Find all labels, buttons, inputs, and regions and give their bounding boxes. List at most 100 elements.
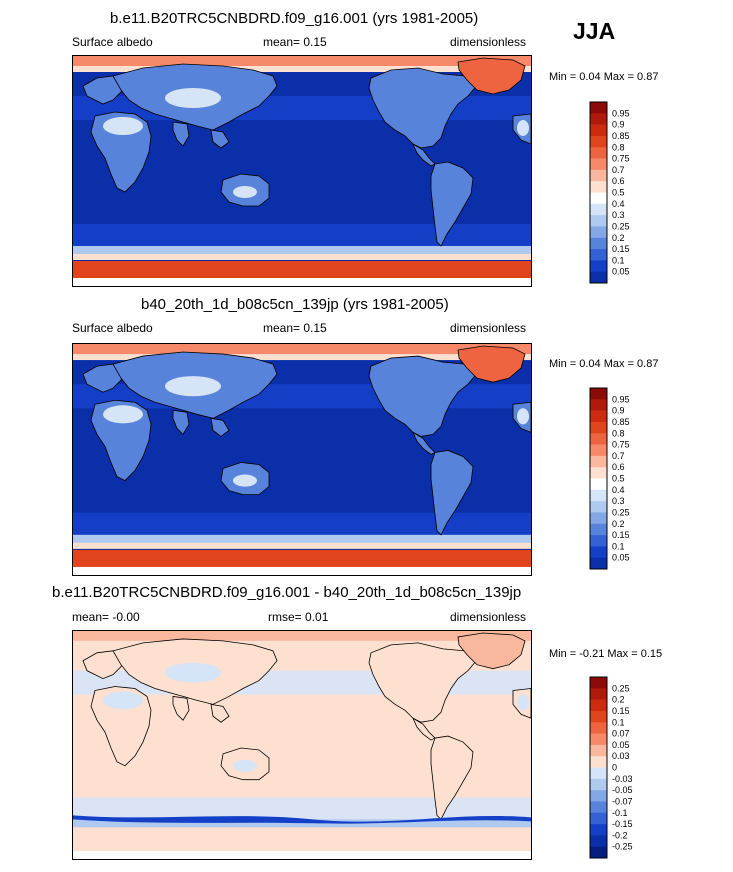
colorbar-swatch [590, 271, 607, 284]
arctic-band [73, 56, 531, 66]
colorbar-swatch [590, 478, 607, 491]
colorbar-swatch [590, 249, 607, 261]
colorbar-swatch [590, 546, 607, 558]
colorbar-swatch [590, 124, 607, 137]
land-europe [82, 650, 126, 680]
colorbar-swatch [590, 113, 607, 125]
colorbar-tick-label: 0.6 [612, 462, 625, 472]
season-label: JJA [573, 18, 616, 44]
colorbar-swatch [590, 535, 607, 547]
central-asia-patch [165, 662, 221, 683]
minmax-label: Min = 0.04 Max = 0.87 [549, 358, 659, 370]
colorbar-tick-label: 0.25 [612, 683, 630, 693]
seaice-fringe [73, 246, 531, 256]
arctic-fringe [73, 66, 531, 72]
colorbar-swatch [590, 192, 607, 205]
colorbar-swatch [590, 778, 607, 791]
map-layer [73, 344, 531, 575]
central-asia-patch [165, 88, 221, 108]
polar-void [73, 851, 531, 859]
colorbar-swatch [590, 756, 607, 768]
colorbar-swatch [590, 512, 607, 525]
colorbar-swatch [590, 677, 607, 689]
ocean-midlat-south [73, 512, 531, 537]
colorbar-frame [589, 387, 608, 570]
colorbar-tick-label: -0.15 [612, 819, 633, 829]
colorbar-swatch [590, 444, 607, 457]
colorbar-tick-label: 0.07 [612, 729, 630, 739]
central-asia-patch [165, 376, 221, 397]
colorbar-swatch [590, 399, 607, 411]
arabia-patch [517, 408, 529, 425]
land-seasia [210, 417, 230, 437]
land-southamerica [430, 161, 474, 247]
colorbar-swatch [590, 501, 607, 513]
colorbar-3: 0.25 0.2 0.15 0.1 0.07 0.05 0.03 0 -0.03 -0.05 -0.… [589, 676, 669, 860]
colorbar-tick-label: 0.7 [612, 165, 625, 175]
colorbar-frame [589, 676, 608, 859]
seaice-fringe-light [73, 254, 531, 260]
colorbar-tick-label: 0.5 [612, 188, 625, 198]
land-india [172, 409, 190, 436]
greenland [457, 345, 526, 383]
colorbar-tick-label: 0.4 [612, 199, 625, 209]
colorbar-frame [589, 101, 608, 284]
australia-patch [233, 186, 257, 198]
colorbar-tick-label: 0.15 [612, 706, 630, 716]
colorbar-swatch [590, 237, 607, 250]
minmax-label: Min = -0.21 Max = 0.15 [549, 648, 663, 660]
units-label: dimensionless [450, 321, 527, 335]
units-label: dimensionless [450, 610, 527, 624]
colorbar-tick-label: 0 [612, 763, 617, 773]
rmse-label: rmse= 0.01 [268, 610, 329, 624]
colorbar-swatch [590, 467, 607, 479]
southern-ocean-streak [73, 815, 531, 824]
seaice-fringe [73, 819, 531, 830]
colorbar-tick-label: 0.05 [612, 740, 630, 750]
arctic-band [73, 631, 531, 641]
arctic-band [73, 344, 531, 355]
colorbar-swatch [590, 557, 607, 570]
colorbar-swatch [590, 226, 607, 239]
polar-void [73, 278, 531, 286]
arctic-fringe [73, 640, 531, 647]
colorbar-tick-label: 0.05 [612, 267, 630, 277]
land-india [172, 695, 190, 721]
map-3 [72, 630, 532, 860]
colorbar-swatch [590, 433, 607, 445]
colorbar-tick-label: 0.25 [612, 507, 630, 517]
colorbar-swatch [590, 733, 607, 746]
colorbar-tick-label: 0.4 [612, 485, 625, 495]
australia-patch [233, 474, 257, 487]
colorbar-swatch [590, 790, 607, 802]
colorbar-tick-label: 0.6 [612, 176, 625, 186]
colorbar-swatch [590, 801, 607, 814]
seaice-fringe-light [73, 827, 531, 834]
colorbar-1: 0.95 0.9 0.85 0.8 0.75 0.7 0.6 0.5 0.4 0.3 0.25 0.2… [589, 101, 669, 285]
mean-label: mean= 0.15 [263, 35, 327, 49]
colorbar-tick-label: 0.75 [612, 154, 630, 164]
ocean-midlat-south [73, 797, 531, 822]
arabia-patch [517, 120, 529, 136]
minmax-label: Min = 0.04 Max = 0.87 [549, 71, 659, 83]
arabia-patch [517, 694, 529, 711]
colorbar-tick-label: 0.15 [612, 530, 630, 540]
colorbar-tick-label: 0.9 [612, 406, 625, 416]
colorbar-swatch [590, 455, 607, 468]
colorbar-swatch [590, 158, 607, 171]
colorbar-tick-label: 0.3 [612, 496, 625, 506]
seaice-fringe [73, 534, 531, 545]
colorbar-swatch [590, 812, 607, 825]
polar-void [73, 566, 531, 575]
colorbar-tick-label: 0.85 [612, 417, 630, 427]
colorbar-swatch [590, 767, 607, 780]
colorbar-tick-label: -0.07 [612, 796, 633, 806]
land-northamerica [368, 67, 479, 149]
land-india [172, 121, 190, 147]
colorbar-swatch [590, 421, 607, 434]
colorbar-swatch [590, 147, 607, 159]
land-northamerica [368, 355, 479, 437]
colorbar-tick-label: 0.2 [612, 695, 625, 705]
seaice-fringe-light [73, 542, 531, 549]
colorbar-swatch [590, 699, 607, 712]
